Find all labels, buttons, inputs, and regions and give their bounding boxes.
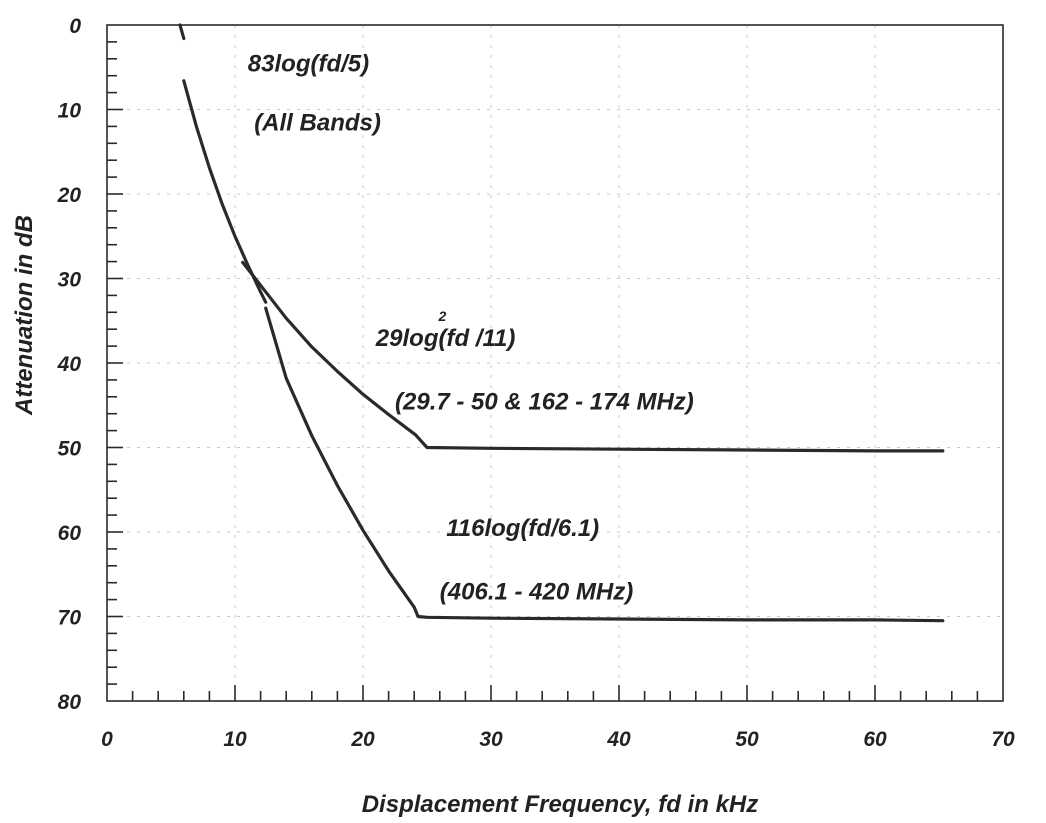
x-tick-label: 30 <box>479 728 503 751</box>
x-tick-label: 0 <box>101 728 113 751</box>
annotation-a3-line1: 116log(fd/6.1) <box>446 515 599 542</box>
y-tick-label: 50 <box>58 438 82 461</box>
x-tick-label: 20 <box>350 728 375 751</box>
annotation-a1-line1: 83log(fd/5) <box>248 50 369 77</box>
y-tick-label: 40 <box>57 353 82 376</box>
y-axis-tick-labels: 0 10 20 30 40 50 60 70 80 <box>57 15 82 714</box>
x-tick-label: 10 <box>223 728 247 751</box>
annotation-a2-sup: 2 <box>438 308 447 324</box>
annotation-a2-line1: 29log(fd /11) <box>375 325 516 352</box>
x-tick-label: 40 <box>606 728 631 751</box>
y-tick-label: 30 <box>58 269 82 292</box>
x-tick-label: 60 <box>863 728 887 751</box>
y-tick-label: 60 <box>58 522 82 545</box>
x-axis-tick-labels: 0 10 20 30 40 50 60 70 <box>101 728 1015 751</box>
series-line-2 <box>241 260 945 453</box>
series-line-1 <box>182 79 268 304</box>
series-line-3 <box>264 306 945 623</box>
x-tick-label: 70 <box>991 728 1015 751</box>
x-tick-label: 50 <box>735 728 759 751</box>
annotation-a3-line2: (406.1 - 420 MHz) <box>440 579 633 606</box>
y-tick-label: 20 <box>57 184 82 207</box>
series-line-4 <box>178 23 186 41</box>
axis-ticks <box>107 41 979 701</box>
series-lines <box>178 23 945 623</box>
x-axis-title: Displacement Frequency, fd in kHz <box>362 791 759 818</box>
grid-lines <box>107 25 1003 701</box>
y-axis-title: Attenuation in dB <box>11 215 38 416</box>
annotation-a1-line2: (All Bands) <box>254 110 381 137</box>
y-tick-label: 0 <box>69 15 81 38</box>
y-tick-label: 80 <box>58 691 82 714</box>
curve-annotations: 83log(fd/5) (All Bands) 29log(fd /11)2 (29.… <box>248 50 694 605</box>
annotation-a2-line2: (29.7 - 50 & 162 - 174 MHz) <box>395 388 694 415</box>
y-tick-label: 70 <box>58 607 82 630</box>
y-tick-label: 10 <box>58 100 82 123</box>
